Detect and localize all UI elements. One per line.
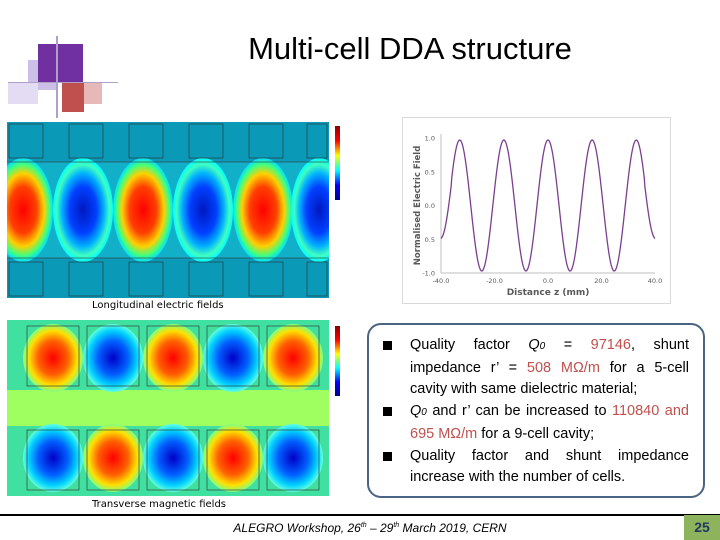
y-tick-label: -1.0 bbox=[422, 270, 435, 278]
bullet-item-2: Q0 and r’ can be increased to 110840 and… bbox=[383, 401, 689, 445]
x-tick-label: -20.0 bbox=[486, 277, 503, 285]
bullet-item-1: Quality factor Q0 = 97146, shunt impedan… bbox=[383, 335, 689, 401]
logo-square-purple bbox=[38, 44, 83, 82]
bullet-marker-icon bbox=[383, 341, 392, 350]
x-tick-label: 40.0 bbox=[648, 277, 662, 285]
x-tick-label: 0.0 bbox=[543, 277, 553, 285]
bullet-marker-icon bbox=[383, 451, 392, 461]
page-number: 25 bbox=[684, 515, 720, 540]
longitudinal-field-map bbox=[7, 122, 329, 298]
electric-field-chart: 1.0 0.5 0.0 0.5 -1.0 -40.0 -20.0 0.0 20.0 40.0 Dis… bbox=[402, 117, 671, 304]
x-tick-label: 20.0 bbox=[594, 277, 608, 285]
x-tick-label: -40.0 bbox=[433, 277, 450, 285]
y-axis-label: Normalised Electric Field bbox=[413, 146, 423, 266]
findings-box: Quality factor Q0 = 97146, shunt impedan… bbox=[367, 323, 705, 498]
transverse-caption: Transverse magnetic fields bbox=[92, 499, 227, 510]
y-tick-label: 0.5 bbox=[425, 236, 435, 244]
y-tick-label: 1.0 bbox=[425, 135, 435, 143]
longitudinal-caption: Longitudinal electric fields bbox=[92, 300, 224, 311]
logo-square-lavender-2 bbox=[8, 82, 38, 104]
logo-square-pink bbox=[84, 82, 102, 104]
logo-line-horizontal bbox=[8, 82, 118, 83]
bullet-item-3: Quality factor and shunt impedance incre… bbox=[383, 446, 689, 489]
page-title: Multi-cell DDA structure bbox=[248, 31, 572, 66]
transverse-color-scale bbox=[333, 322, 355, 400]
transverse-field-map bbox=[7, 320, 329, 496]
x-axis-label: Distance z (mm) bbox=[507, 288, 590, 298]
footer-divider bbox=[0, 514, 720, 516]
longitudinal-color-scale bbox=[333, 122, 355, 204]
series-line bbox=[440, 139, 656, 272]
footer-text: ALEGRO Workshop, 26th – 29th March 2019,… bbox=[233, 521, 507, 535]
logo-square-red bbox=[62, 82, 84, 112]
y-tick-label: 0.0 bbox=[425, 202, 435, 210]
bullet-marker-icon bbox=[383, 407, 392, 417]
logo-line-vertical bbox=[56, 36, 58, 118]
y-tick-label: 0.5 bbox=[425, 168, 435, 176]
